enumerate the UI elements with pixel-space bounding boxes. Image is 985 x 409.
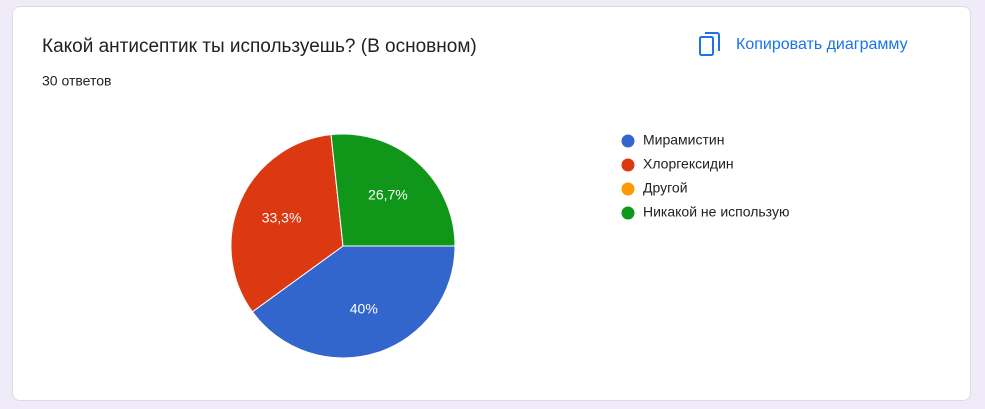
legend-label: Мирамистин	[643, 132, 724, 148]
legend-marker	[621, 206, 635, 220]
copy-icon	[699, 36, 714, 56]
slice-label: 40%	[350, 301, 378, 317]
pie-slice	[330, 133, 456, 247]
slice-label: 26,7%	[368, 187, 408, 203]
card	[12, 6, 971, 401]
copy-button[interactable]: Копировать диаграмму	[699, 32, 908, 56]
legend-marker	[621, 158, 635, 172]
chart-title: Какой антисептик ты используешь? (В осно…	[42, 36, 477, 57]
legend-marker	[621, 182, 635, 196]
copy-icon	[705, 32, 720, 51]
legend-label: Никакой не использую	[643, 204, 789, 220]
legend-label: Другой	[643, 180, 688, 196]
legend-label: Хлоргексидин	[643, 156, 734, 172]
pie-slice	[251, 245, 456, 359]
legend-marker	[621, 134, 635, 148]
chart-subtitle: 30 ответов	[42, 73, 111, 89]
slice-label: 33,3%	[262, 209, 302, 225]
pie-slice	[230, 134, 344, 313]
copy-button-label[interactable]: Копировать диаграмму	[736, 36, 908, 53]
